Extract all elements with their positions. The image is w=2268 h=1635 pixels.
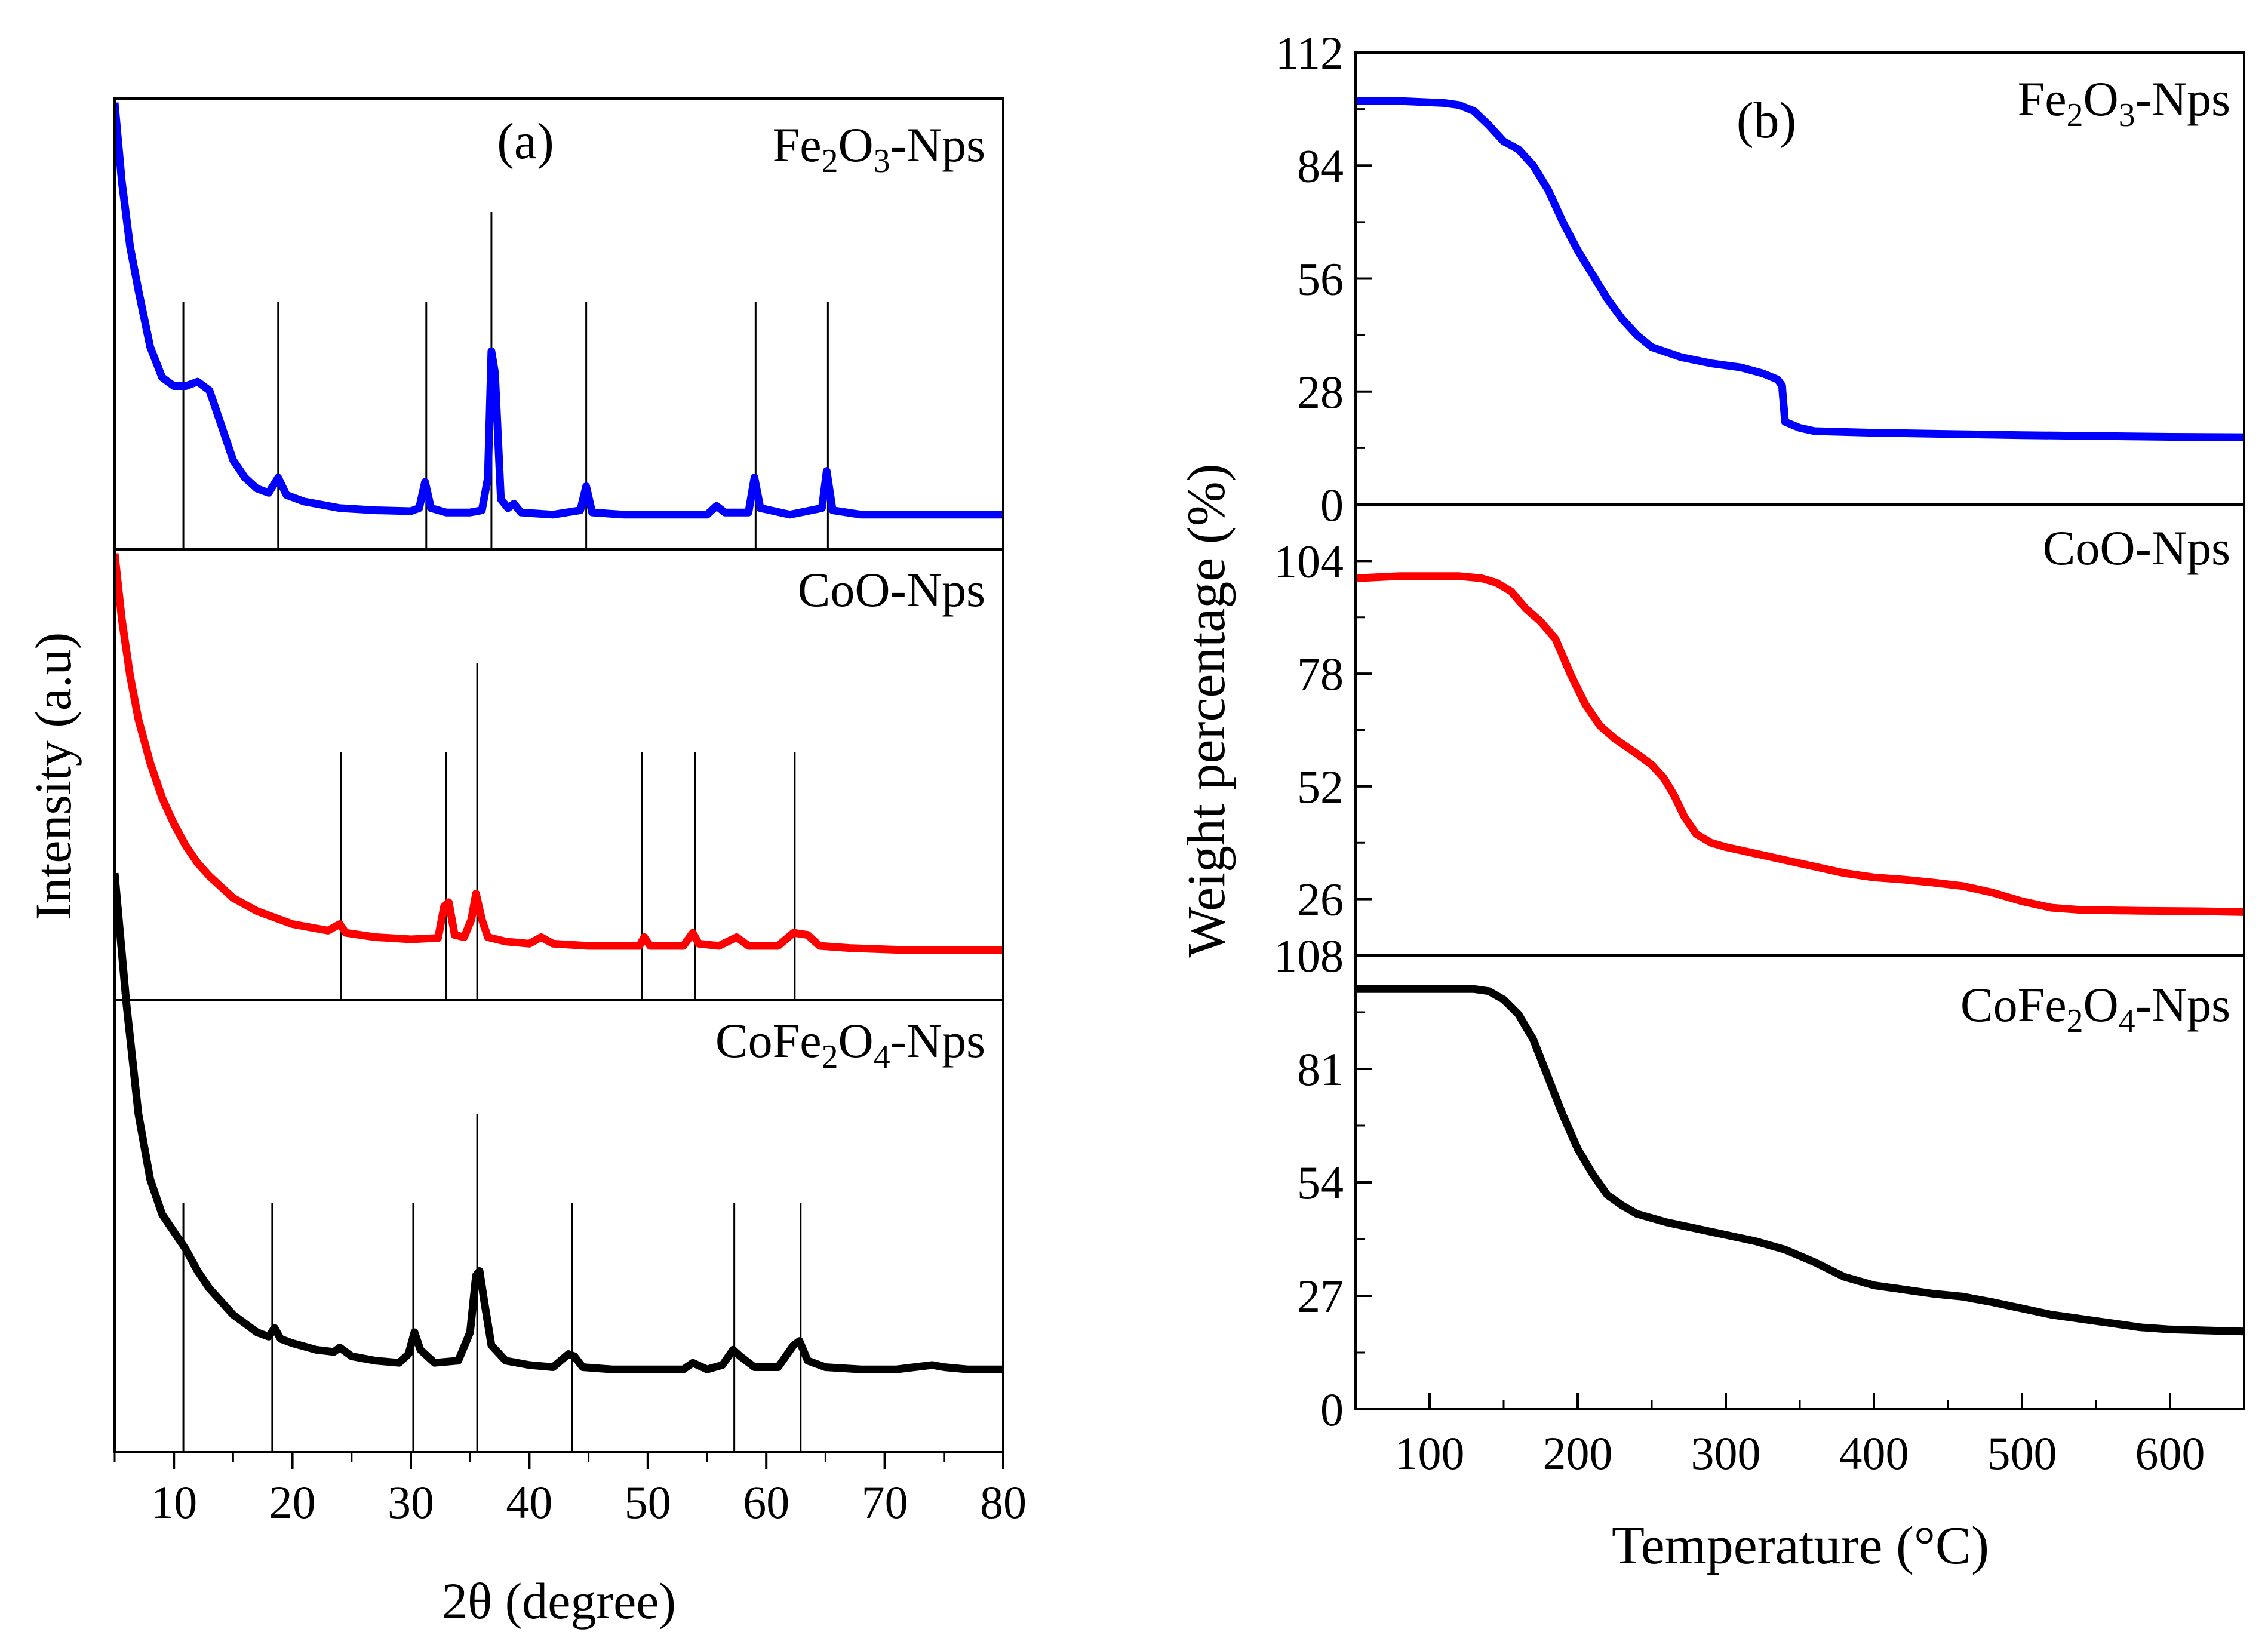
panel-b-frame (1354, 51, 2245, 1410)
panel-b-label: (b) (1737, 91, 1796, 149)
y-tick-label: 0 (1320, 479, 1344, 531)
xrd-curve-coo-nps (115, 553, 1003, 954)
xrd-curve-cofe-o-nps (115, 872, 1003, 1373)
y-tick-label: 54 (1297, 1157, 1344, 1209)
x-tick-label: 400 (1839, 1427, 1909, 1479)
y-tick-label: 78 (1297, 648, 1344, 700)
y-tick-label: 27 (1297, 1270, 1344, 1322)
xrd-curve-fe-o-nps (115, 102, 1003, 519)
x-tick-label: 600 (2135, 1427, 2205, 1479)
y-tick-label: 52 (1297, 761, 1344, 813)
xrd-series-fe-o-nps: Fe2O3-Nps (115, 102, 1003, 549)
x-tick-label: 20 (269, 1476, 316, 1528)
y-tick-label: 112 (1276, 27, 1344, 79)
panel-a-xrd: Fe2O3-Nps CoO-Nps CoFe2O4-Nps 10 20 30 40 50 60 7… (24, 97, 1027, 1630)
y-tick-label: 0 (1320, 1384, 1344, 1436)
x-tick-label: 50 (625, 1476, 671, 1528)
xrd-series-cofe-o-nps: CoFe2O4-Nps (115, 872, 1003, 1452)
panel-a-xlabel: 2θ (degree) (442, 1572, 676, 1630)
x-tick-label: 100 (1395, 1427, 1465, 1479)
tga-curve-cofe-o-nps (1356, 985, 2244, 1336)
x-tick-label: 70 (862, 1476, 908, 1528)
tga-series-label: CoO-Nps (2043, 521, 2230, 575)
tga-series-label: Fe2O3-Nps (2018, 72, 2230, 134)
y-tick-label: 26 (1297, 874, 1344, 926)
x-tick-label: 80 (980, 1476, 1027, 1528)
xrd-series-coo-nps: CoO-Nps (115, 553, 1003, 1000)
tga-series-coo-nps: 26 52 78 104 CoO-Nps (1274, 521, 2244, 926)
tga-series-fe-o-nps: 0 28 56 84 112 Fe2O3-Nps (1276, 27, 2244, 531)
x-tick-label: 60 (743, 1476, 789, 1528)
xrd-series-label: Fe2O3-Nps (773, 118, 985, 180)
x-tick-label: 200 (1543, 1427, 1613, 1479)
panel-b-xlabel: Temperature (°C) (1612, 1516, 1989, 1575)
x-tick-label: 500 (1987, 1427, 2057, 1479)
y-tick-label: 104 (1274, 535, 1344, 587)
x-tick-label: 300 (1691, 1427, 1761, 1479)
panel-a-frame (113, 97, 1004, 1453)
panel-a-label: (a) (497, 112, 554, 170)
x-tick-label: 40 (506, 1476, 552, 1528)
y-tick-label: 108 (1274, 930, 1344, 982)
tga-series-cofe-o-nps: 0 27 54 81 108 CoFe2O4-Nps (1274, 930, 2244, 1436)
panel-b-tga: 0 28 56 84 112 Fe2O3-Nps 26 52 78 104 CoO-Nps 0 27 54… (1177, 27, 2245, 1575)
tga-series-label: CoFe2O4-Nps (1960, 978, 2230, 1040)
xrd-series-label: CoFe2O4-Nps (715, 1013, 985, 1075)
x-tick-label: 10 (150, 1476, 197, 1528)
panel-b-ylabel: Weight percentage (%) (1177, 463, 1236, 957)
x-tick-label: 30 (388, 1476, 434, 1528)
tga-curve-coo-nps (1356, 572, 2244, 916)
tga-curve-fe-o-nps (1356, 97, 2244, 441)
panel-a-ylabel: Intensity (a.u) (24, 632, 82, 920)
y-tick-label: 81 (1297, 1043, 1344, 1095)
y-tick-label: 28 (1297, 366, 1344, 418)
xrd-series-label: CoO-Nps (798, 563, 985, 617)
y-tick-label: 56 (1297, 253, 1344, 305)
y-tick-label: 84 (1297, 140, 1344, 192)
